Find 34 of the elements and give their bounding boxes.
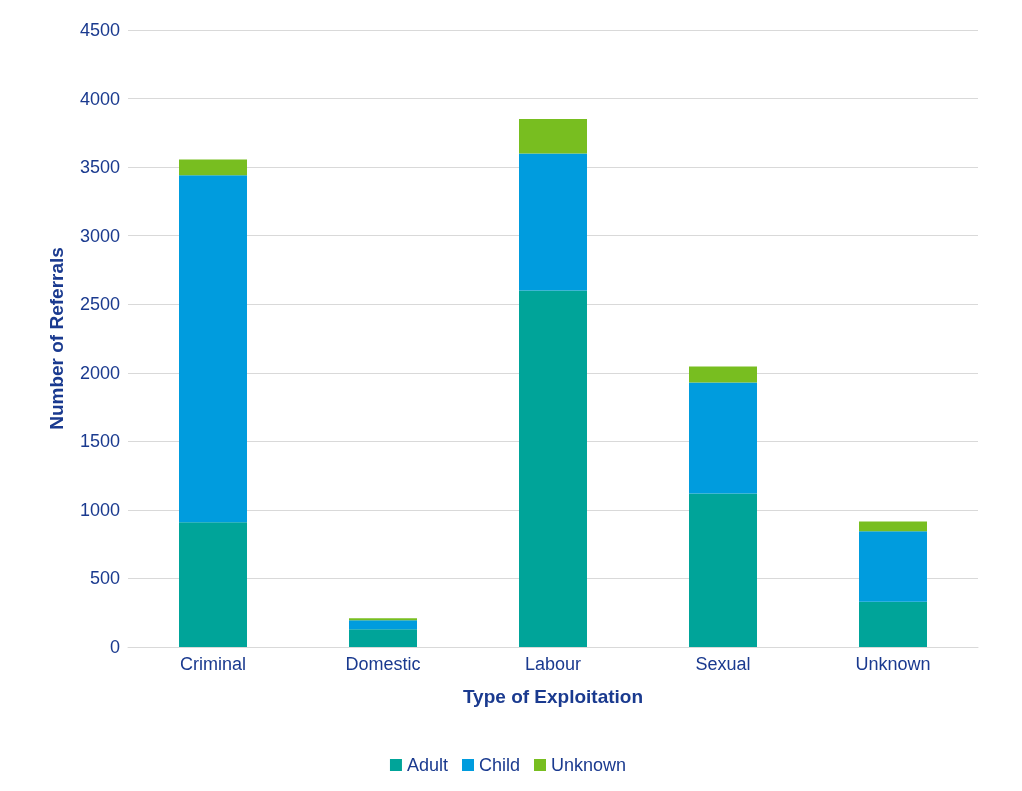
y-tick-label: 3500 <box>79 157 120 178</box>
y-tick-label: 1000 <box>79 499 120 520</box>
bar <box>349 620 417 630</box>
y-tick-label: 4500 <box>79 20 120 40</box>
y-tick-label: 1500 <box>79 431 120 452</box>
bar <box>349 629 417 647</box>
bar <box>859 601 927 647</box>
bar <box>689 493 757 647</box>
bar <box>689 382 757 494</box>
x-tick-label: Unknown <box>855 654 931 674</box>
legend-label: Unknown <box>551 755 627 775</box>
y-tick-label: 0 <box>109 637 120 657</box>
bar <box>519 119 587 154</box>
y-tick-label: 3000 <box>79 225 120 246</box>
bar <box>689 366 757 383</box>
y-tick-label: 2500 <box>79 294 120 315</box>
bar <box>179 175 247 523</box>
bar <box>859 531 927 602</box>
legend-label: Child <box>478 755 521 775</box>
legend-label: Adult <box>406 755 448 775</box>
x-tick-label: Sexual <box>695 654 751 674</box>
y-axis-title: Number of Referrals <box>46 247 67 430</box>
x-axis-title: Type of Exploitation <box>462 686 644 707</box>
x-tick-label: Labour <box>524 654 582 674</box>
x-tick-label: Domestic <box>345 654 421 674</box>
bar <box>179 159 247 176</box>
bar <box>519 290 587 647</box>
bar <box>179 522 247 647</box>
bar <box>519 153 587 291</box>
x-tick-label: Criminal <box>179 654 247 674</box>
y-tick-label: 2000 <box>79 362 120 383</box>
bar <box>859 521 927 532</box>
y-tick-label: 500 <box>89 568 120 589</box>
y-tick-label: 4000 <box>79 88 120 109</box>
